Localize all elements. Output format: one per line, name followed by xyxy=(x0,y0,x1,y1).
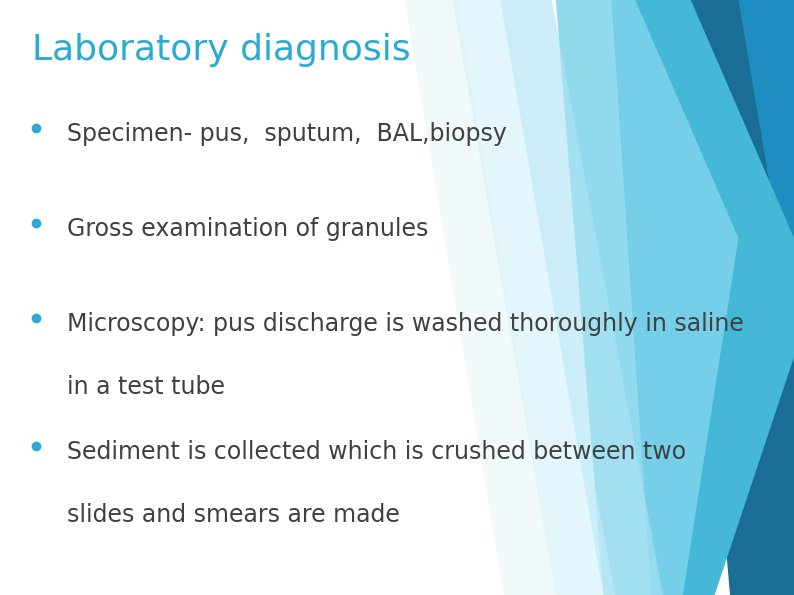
Text: Microscopy: pus discharge is washed thoroughly in saline: Microscopy: pus discharge is washed thor… xyxy=(67,312,744,336)
Text: Gross examination of granules: Gross examination of granules xyxy=(67,217,429,241)
Polygon shape xyxy=(707,0,794,327)
Text: Sediment is collected which is crushed between two: Sediment is collected which is crushed b… xyxy=(67,440,687,464)
Text: slides and smears are made: slides and smears are made xyxy=(67,503,400,527)
Text: Laboratory diagnosis: Laboratory diagnosis xyxy=(32,33,410,67)
Polygon shape xyxy=(556,0,738,595)
Polygon shape xyxy=(679,0,794,595)
Polygon shape xyxy=(405,0,556,595)
Text: Specimen- pus,  sputum,  BAL,biopsy: Specimen- pus, sputum, BAL,biopsy xyxy=(67,122,507,146)
Polygon shape xyxy=(500,0,663,595)
Polygon shape xyxy=(611,0,794,595)
Polygon shape xyxy=(453,0,615,595)
Text: in a test tube: in a test tube xyxy=(67,375,225,399)
